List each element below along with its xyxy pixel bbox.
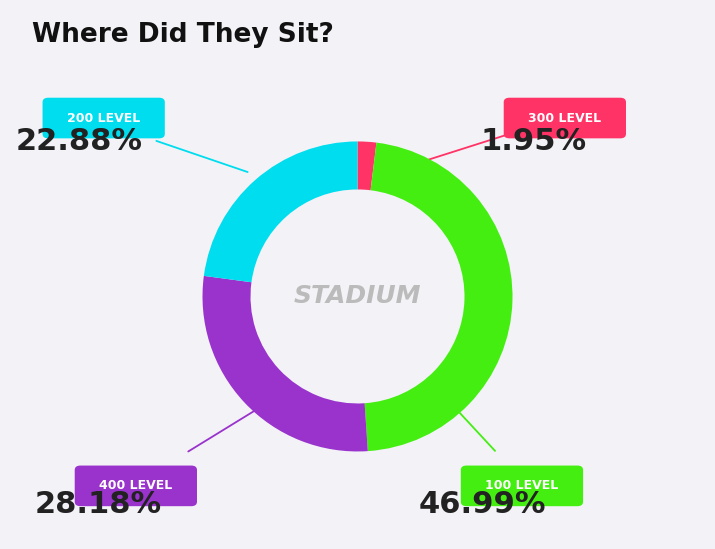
Text: Where Did They Sit?: Where Did They Sit? bbox=[32, 22, 334, 48]
Wedge shape bbox=[365, 143, 513, 451]
FancyBboxPatch shape bbox=[460, 466, 583, 506]
FancyBboxPatch shape bbox=[503, 98, 626, 138]
Wedge shape bbox=[202, 276, 368, 451]
FancyBboxPatch shape bbox=[42, 98, 164, 138]
Text: 100 LEVEL: 100 LEVEL bbox=[485, 479, 558, 492]
Text: 22.88%: 22.88% bbox=[16, 127, 143, 156]
Text: 46.99%: 46.99% bbox=[418, 490, 546, 519]
Text: 28.18%: 28.18% bbox=[34, 490, 162, 519]
Text: 300 LEVEL: 300 LEVEL bbox=[528, 111, 601, 125]
Text: 200 LEVEL: 200 LEVEL bbox=[67, 111, 140, 125]
Wedge shape bbox=[204, 142, 358, 282]
Text: 400 LEVEL: 400 LEVEL bbox=[99, 479, 172, 492]
FancyBboxPatch shape bbox=[74, 466, 197, 506]
Text: 1.95%: 1.95% bbox=[480, 127, 586, 156]
Wedge shape bbox=[358, 142, 376, 191]
Text: STADIUM: STADIUM bbox=[294, 284, 421, 309]
